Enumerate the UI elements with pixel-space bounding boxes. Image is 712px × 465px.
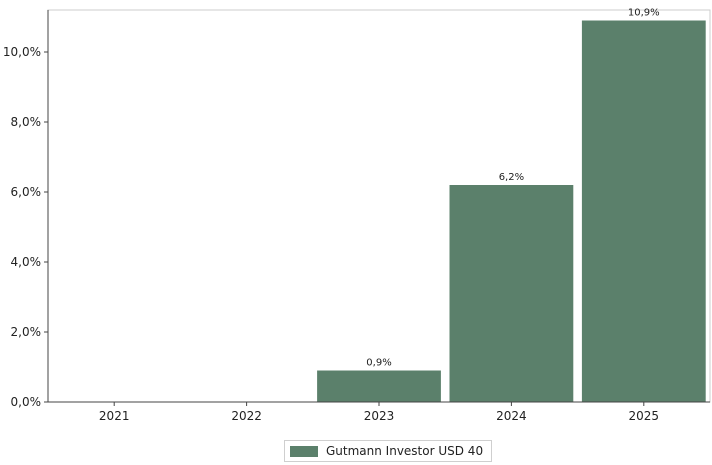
x-ticks-group: 2021 2022 2023 2024 2025 (99, 402, 659, 423)
bar-2025 (581, 20, 706, 402)
y-tick-label: 8,0% (11, 115, 42, 129)
y-ticks-group: 0,0% 2,0% 4,0% 6,0% 8,0% 10,0% (3, 45, 48, 409)
bars-group (317, 20, 706, 402)
y-tick-label: 10,0% (3, 45, 41, 59)
bar-value-label-2024: 6,2% (499, 172, 524, 183)
legend-label: Gutmann Investor USD 40 (326, 444, 484, 458)
y-tick-label: 6,0% (11, 185, 42, 199)
bar-2023 (317, 370, 441, 402)
bar-2024 (449, 185, 574, 402)
legend-swatch (290, 445, 318, 457)
bar-value-label-2025: 10,9% (628, 8, 660, 19)
x-tick-label: 2024 (496, 409, 527, 423)
bar-labels-group: 0,9% 6,2% 10,9% (366, 8, 659, 369)
legend: Gutmann Investor USD 40 (284, 440, 493, 462)
bar-value-label-2023: 0,9% (366, 358, 391, 369)
x-tick-label: 2025 (629, 409, 660, 423)
x-tick-label: 2021 (99, 409, 130, 423)
y-tick-label: 2,0% (11, 325, 42, 339)
y-tick-label: 4,0% (11, 255, 42, 269)
x-tick-label: 2022 (231, 409, 262, 423)
y-tick-label: 0,0% (11, 395, 42, 409)
x-tick-label: 2023 (364, 409, 395, 423)
